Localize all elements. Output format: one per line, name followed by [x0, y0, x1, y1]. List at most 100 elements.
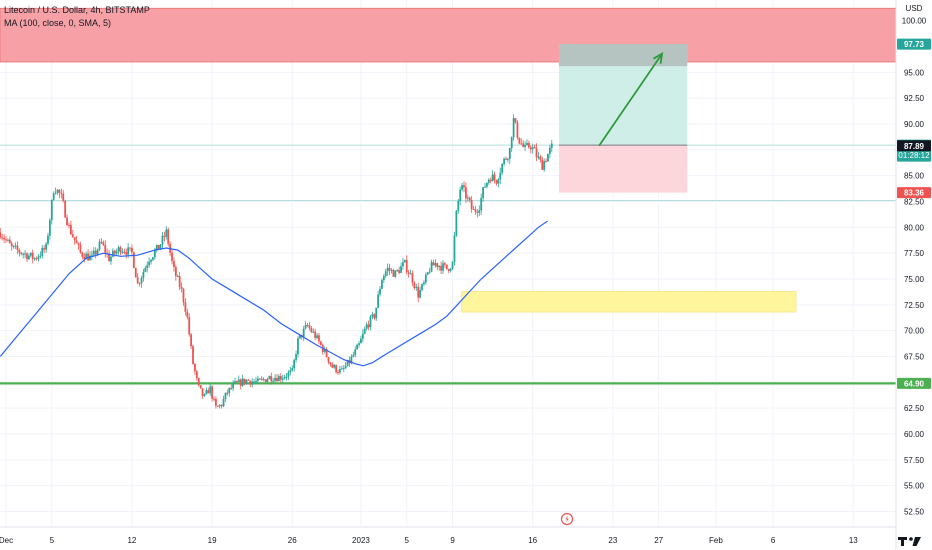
candle-body: [390, 269, 393, 271]
candle-body: [153, 250, 156, 258]
candle-body: [407, 272, 410, 274]
candle-body: [522, 143, 525, 147]
candle-body: [472, 208, 475, 210]
candle-body: [264, 379, 267, 382]
candle-body: [518, 137, 521, 144]
candle-body: [22, 253, 25, 255]
candle-body: [411, 273, 414, 283]
candle-body: [236, 381, 238, 383]
candle-body: [39, 255, 42, 257]
flash-icon[interactable]: [560, 512, 574, 526]
candle-body: [339, 369, 341, 373]
candle-body: [33, 258, 36, 260]
candle-body: [98, 241, 101, 250]
candle-body: [0, 232, 2, 238]
candle-body: [131, 247, 133, 253]
indicator-legend[interactable]: MA (100, close, 0, SMA, 5): [4, 18, 112, 28]
candle-body: [237, 379, 240, 382]
price-tick-label: 85.00: [904, 172, 925, 181]
candle-body: [127, 247, 130, 255]
candle-body: [71, 234, 74, 238]
candle-body: [41, 247, 44, 256]
candle-body: [537, 156, 540, 158]
price-axis[interactable]: USD52.5055.0057.5060.0062.5065.0067.5070…: [895, 0, 932, 550]
candle-body: [155, 244, 158, 251]
price-tick-label: 55.00: [904, 482, 925, 491]
candle-body: [257, 378, 259, 382]
candle-body: [392, 269, 395, 277]
candle-body: [108, 253, 110, 262]
candle-body: [474, 209, 477, 212]
candle-body: [487, 179, 490, 183]
candle-body: [340, 368, 343, 370]
candle-body: [201, 388, 204, 396]
price-tick-label: 70.00: [904, 327, 925, 336]
candle-body: [197, 378, 200, 386]
candle-body: [274, 377, 276, 381]
time-axis[interactable]: Dec 5 12 19 26 2023 5 9 16 23 27 Feb 6 13: [0, 526, 896, 545]
candle-body: [377, 294, 380, 308]
candle-body: [258, 378, 261, 380]
candle-body: [146, 265, 149, 268]
candle-body: [293, 359, 296, 369]
candle-body: [417, 286, 420, 298]
candle-body: [224, 392, 227, 400]
candle-body: [205, 390, 208, 395]
candle-body: [434, 263, 437, 266]
candle-body: [96, 249, 99, 255]
candle-body: [81, 252, 84, 257]
candle-body: [43, 247, 46, 250]
candle-body: [136, 277, 139, 284]
candle-body: [68, 224, 70, 226]
candle-body: [314, 331, 317, 338]
candle-body: [535, 148, 538, 158]
candle-body: [382, 276, 385, 281]
candle-body: [207, 390, 210, 394]
price-label-text: 64.90: [904, 379, 925, 388]
candle-body: [350, 356, 353, 364]
arrow-line: [598, 53, 663, 147]
candle-body: [512, 118, 515, 138]
candle-body: [375, 307, 378, 319]
candle-body: [104, 245, 107, 253]
candle-body: [533, 147, 536, 149]
candle-body: [426, 272, 429, 275]
price-label-text: 87.89: [904, 142, 925, 151]
candle-body: [388, 267, 391, 271]
candle-body: [405, 259, 408, 273]
candle-body: [222, 399, 225, 407]
candle-body: [295, 354, 297, 360]
price-tick-label: 77.50: [904, 249, 925, 258]
candle-body: [503, 158, 505, 164]
candle-body: [234, 381, 236, 384]
candle-body: [379, 288, 381, 295]
candle-body: [52, 193, 55, 200]
price-tick-label: 95.00: [904, 68, 925, 77]
candle-body: [281, 378, 284, 380]
candle-body: [7, 239, 9, 241]
candle-body: [110, 256, 112, 262]
candle-body: [445, 264, 448, 269]
candle-body: [413, 282, 416, 288]
candle-body: [50, 199, 53, 221]
candle-body: [60, 193, 63, 195]
candle-body: [455, 210, 458, 236]
candle-body: [232, 383, 234, 389]
candle-body: [10, 243, 13, 247]
candle-body: [188, 317, 191, 335]
price-tick-label: 90.00: [904, 120, 925, 129]
candle-body: [276, 377, 278, 382]
candle-body: [92, 250, 95, 255]
candle-body: [178, 276, 181, 287]
candles: [0, 114, 553, 409]
candle-body: [548, 147, 551, 154]
candle-body: [241, 378, 244, 386]
candle-body: [129, 247, 131, 249]
candle-body: [243, 378, 246, 384]
candle-body: [279, 376, 282, 380]
candle-body: [47, 235, 49, 244]
candle-body: [550, 143, 553, 148]
candle-body: [182, 288, 185, 303]
time-tick-label: 19: [208, 536, 217, 545]
